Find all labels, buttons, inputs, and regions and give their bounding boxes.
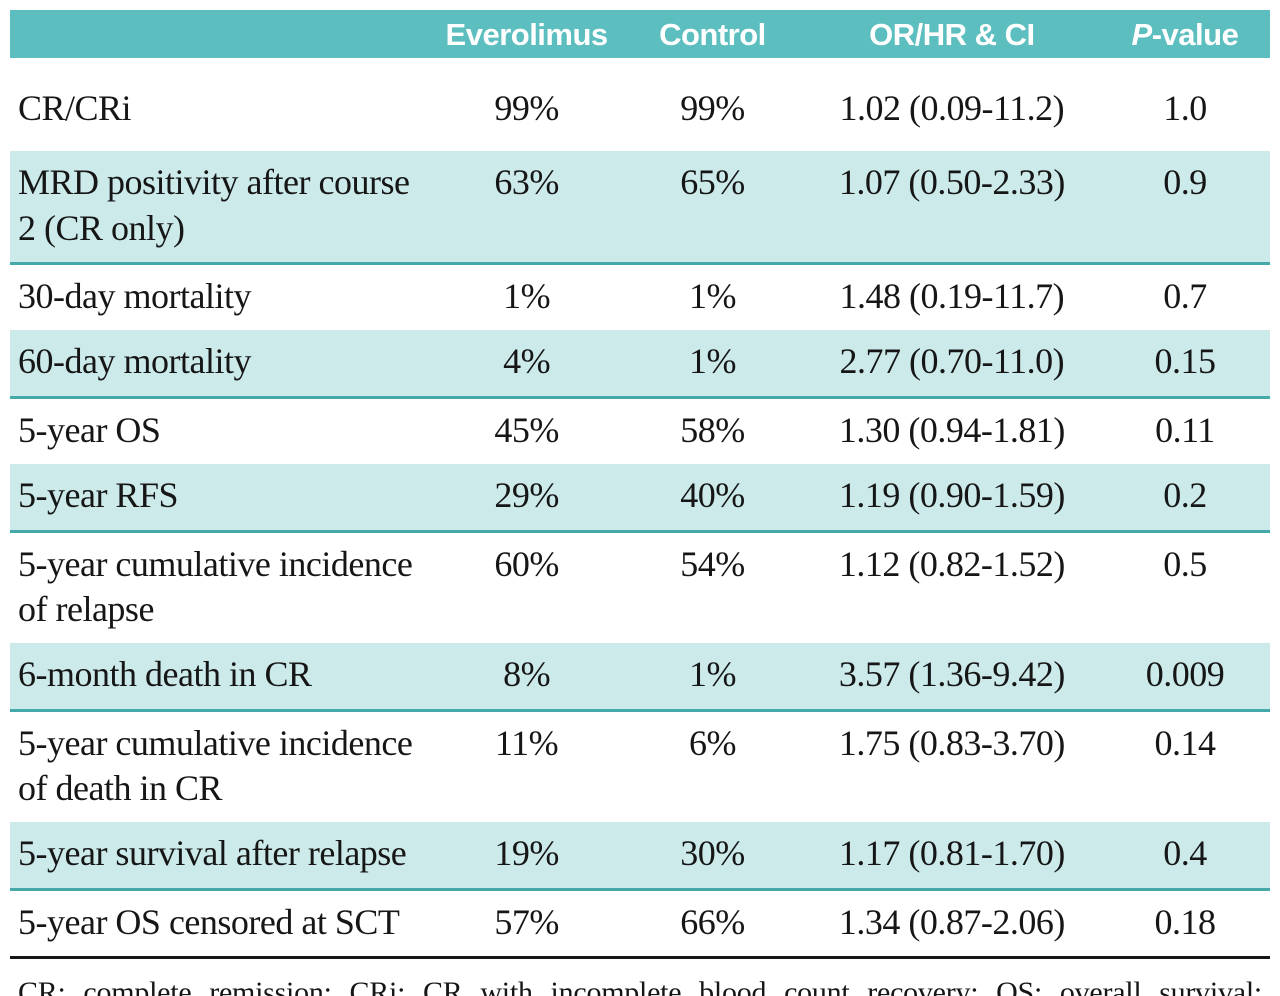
header-empty xyxy=(10,10,433,58)
row-label: 60-day mortality xyxy=(10,330,433,399)
table-header: Everolimus Control OR/HR & CI P-value xyxy=(10,10,1270,58)
control-value: 1% xyxy=(621,643,804,712)
row-label: CR/CRi xyxy=(18,88,132,128)
or-hr-ci-value: 1.48 (0.19-11.7) xyxy=(839,276,1065,317)
table-row: 5-year OS 45% 58% 1.30 (0.94-1.81) 0.11 xyxy=(10,397,1270,464)
or-hr-ci-value: 3.57 (1.36-9.42) xyxy=(803,643,1100,712)
p-value: 0.4 xyxy=(1099,822,1270,891)
p-value: 0.14 xyxy=(1154,722,1216,763)
table-row: 5-year cumulative incidence of death in … xyxy=(10,710,1270,822)
footnote: CR: complete remission; CRi: CR with inc… xyxy=(10,959,1270,996)
everolimus-value: 99% xyxy=(494,88,559,128)
or-hr-ci-value: 1.34 (0.87-2.06) xyxy=(803,889,1100,960)
or-hr-ci-value: 1.19 (0.90-1.59) xyxy=(803,464,1100,533)
or-hr-ci-value: 1.02 (0.09-11.2) xyxy=(839,88,1065,128)
table-row: MRD positivity after course 2 (CR only) … xyxy=(10,151,1270,266)
p-value: 0.15 xyxy=(1099,330,1270,399)
p-value: 0.7 xyxy=(1163,276,1207,317)
row-label: 5-year OS censored at SCT xyxy=(10,889,433,960)
table-row: 5-year cumulative incidence of relapse 6… xyxy=(10,531,1270,643)
row-label: 30-day mortality xyxy=(18,276,251,317)
table-row: CR/CRi 99% 99% 1.02 (0.09-11.2) 1.0 xyxy=(10,58,1270,151)
row-label: 5-year cumulative incidence of relapse xyxy=(18,543,413,629)
or-hr-ci-value: 1.12 (0.82-1.52) xyxy=(838,543,1065,584)
row-label: 5-year OS xyxy=(18,409,161,450)
control-value: 6% xyxy=(688,722,736,763)
everolimus-value: 63% xyxy=(432,151,622,266)
p-value: 0.009 xyxy=(1099,643,1270,712)
header-control: Control xyxy=(621,10,804,58)
p-value: 1.0 xyxy=(1163,88,1207,128)
table-row: 60-day mortality 4% 1% 2.77 (0.70-11.0) … xyxy=(10,330,1270,399)
results-table-body: CR/CRi 99% 99% 1.02 (0.09-11.2) 1.0 MRD … xyxy=(10,58,1270,960)
row-label: 5-year cumulative incidence of death in … xyxy=(18,722,413,808)
p-value: 0.18 xyxy=(1099,889,1270,960)
or-hr-ci-value: 2.77 (0.70-11.0) xyxy=(803,330,1100,399)
footnote-line-1: CR: complete remission; CRi: CR with inc… xyxy=(18,976,1262,996)
everolimus-value: 45% xyxy=(494,409,559,450)
control-value: 30% xyxy=(621,822,804,891)
row-label: 5-year survival after relapse xyxy=(10,822,433,891)
table-row: 6-month death in CR 8% 1% 3.57 (1.36-9.4… xyxy=(10,643,1270,712)
header-everolimus: Everolimus xyxy=(432,10,622,58)
row-label: 5-year RFS xyxy=(10,464,433,533)
table-row: 5-year RFS 29% 40% 1.19 (0.90-1.59) 0.2 xyxy=(10,464,1270,533)
control-value: 65% xyxy=(621,151,804,266)
or-hr-ci-value: 1.75 (0.83-3.70) xyxy=(838,722,1065,763)
control-value: 1% xyxy=(688,276,736,317)
p-value: 0.11 xyxy=(1155,409,1215,450)
table-header-row: Everolimus Control OR/HR & CI P-value xyxy=(10,10,1270,58)
outcomes-table: Everolimus Control OR/HR & CI P-value CR… xyxy=(10,10,1270,960)
everolimus-value: 11% xyxy=(495,722,559,763)
control-value: 54% xyxy=(680,543,745,584)
everolimus-value: 4% xyxy=(432,330,622,399)
control-value: 1% xyxy=(621,330,804,399)
control-value: 40% xyxy=(621,464,804,533)
header-or-hr-ci: OR/HR & CI xyxy=(803,10,1100,58)
row-label: MRD positivity after course 2 (CR only) xyxy=(10,151,433,266)
header-p-value: P-value xyxy=(1099,10,1270,58)
table-row: 5-year OS censored at SCT 57% 66% 1.34 (… xyxy=(10,889,1270,960)
everolimus-value: 57% xyxy=(432,889,622,960)
control-value: 58% xyxy=(680,409,745,450)
control-value: 66% xyxy=(621,889,804,960)
or-hr-ci-value: 1.17 (0.81-1.70) xyxy=(803,822,1100,891)
or-hr-ci-value: 1.30 (0.94-1.81) xyxy=(838,409,1065,450)
everolimus-value: 19% xyxy=(432,822,622,891)
table-row: 5-year survival after relapse 19% 30% 1.… xyxy=(10,822,1270,891)
table-row: 30-day mortality 1% 1% 1.48 (0.19-11.7) … xyxy=(10,264,1270,331)
everolimus-value: 29% xyxy=(432,464,622,533)
everolimus-value: 1% xyxy=(503,276,551,317)
everolimus-value: 60% xyxy=(494,543,559,584)
control-value: 99% xyxy=(680,88,745,128)
or-hr-ci-value: 1.07 (0.50-2.33) xyxy=(803,151,1100,266)
p-value: 0.5 xyxy=(1163,543,1207,584)
row-label: 6-month death in CR xyxy=(10,643,433,712)
everolimus-value: 8% xyxy=(432,643,622,712)
p-value: 0.9 xyxy=(1099,151,1270,266)
p-value: 0.2 xyxy=(1099,464,1270,533)
